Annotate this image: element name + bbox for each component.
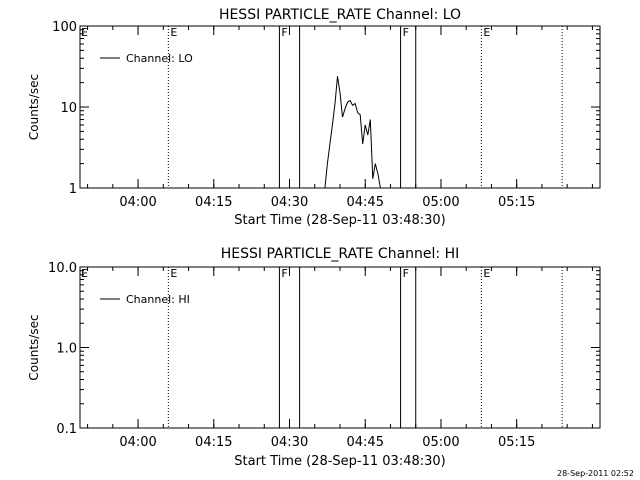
panel1-x-tick-label: 04:15 bbox=[195, 195, 232, 210]
panel1-title: HESSI PARTICLE_RATE Channel: LO bbox=[219, 7, 461, 23]
panel2-legend-label: Channel: HI bbox=[126, 293, 190, 306]
panel2-event-marker-label: F bbox=[281, 267, 287, 280]
panel2-plot-frame bbox=[79, 266, 601, 429]
panel1-x-tick-label: 05:15 bbox=[498, 195, 535, 210]
panel2-x-tick-label: 04:30 bbox=[271, 435, 308, 450]
panel2-x-tick-label: 04:45 bbox=[347, 435, 384, 450]
panel1-event-marker-label: E bbox=[170, 26, 177, 39]
panel2-event-marker-label: F bbox=[403, 267, 409, 280]
panel1-y-tick-label: 1 bbox=[69, 182, 77, 197]
panel1-series-line bbox=[324, 76, 381, 189]
panel2-title: HESSI PARTICLE_RATE Channel: HI bbox=[221, 246, 459, 262]
panel1-y-tick-label: 10 bbox=[60, 101, 77, 116]
panel1-x-axis-label: Start Time (28-Sep-11 03:48:30) bbox=[234, 213, 445, 228]
panel1-plot-frame bbox=[79, 25, 601, 189]
panel1-x-tick-label: 04:00 bbox=[119, 195, 156, 210]
panel2-y-tick-label: 1.0 bbox=[56, 342, 77, 357]
panel2-event-marker-label: E bbox=[170, 267, 177, 280]
panel1-event-marker-label: E bbox=[483, 26, 490, 39]
panel2-x-tick-label: 04:15 bbox=[195, 435, 232, 450]
panel2-event-marker-label: E bbox=[483, 267, 490, 280]
panel2-x-tick-label: 05:15 bbox=[498, 435, 535, 450]
panel1-legend-label: Channel: LO bbox=[126, 52, 193, 65]
panel2-y-tick-label: 0.1 bbox=[56, 422, 77, 437]
panel1-y-axis-label: Counts/sec bbox=[27, 74, 41, 140]
panel1-edge-marker-label: E bbox=[81, 26, 88, 39]
panel2-x-tick-label: 05:00 bbox=[422, 435, 459, 450]
panel1-event-marker-label: F bbox=[281, 26, 287, 39]
panel1-x-tick-label: 04:45 bbox=[347, 195, 384, 210]
panel1-y-tick-label: 100 bbox=[52, 20, 77, 35]
panel2-x-tick-label: 04:00 bbox=[119, 435, 156, 450]
panel2-y-axis-label: Counts/sec bbox=[27, 314, 41, 380]
panel2-x-axis-label: Start Time (28-Sep-11 03:48:30) bbox=[234, 454, 445, 469]
panel2-edge-marker-label: E bbox=[81, 267, 88, 280]
panel2-y-tick-label: 10.0 bbox=[48, 261, 77, 276]
panel1-x-tick-label: 04:30 bbox=[271, 195, 308, 210]
footer-timestamp: 28-Sep-2011 02:52 bbox=[557, 469, 634, 478]
panel1-x-tick-label: 05:00 bbox=[422, 195, 459, 210]
panel1-event-marker-label: F bbox=[403, 26, 409, 39]
